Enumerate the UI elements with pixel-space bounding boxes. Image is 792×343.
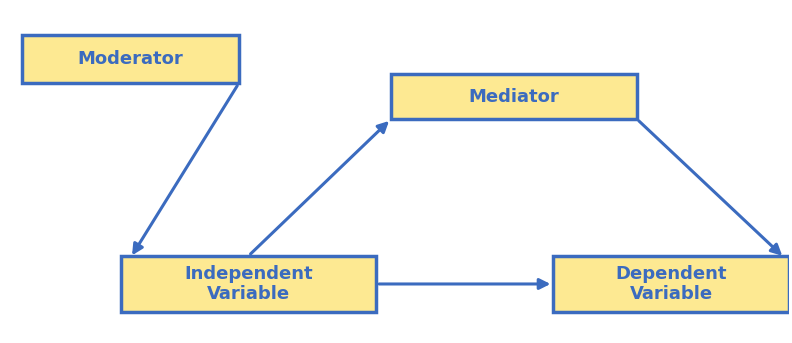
- FancyBboxPatch shape: [120, 256, 376, 312]
- FancyBboxPatch shape: [22, 35, 238, 83]
- Text: Independent
Variable: Independent Variable: [185, 264, 313, 303]
- FancyBboxPatch shape: [554, 256, 789, 312]
- FancyBboxPatch shape: [391, 74, 637, 119]
- Text: Mediator: Mediator: [469, 87, 559, 106]
- Text: Dependent
Variable: Dependent Variable: [615, 264, 727, 303]
- Text: Moderator: Moderator: [78, 50, 184, 68]
